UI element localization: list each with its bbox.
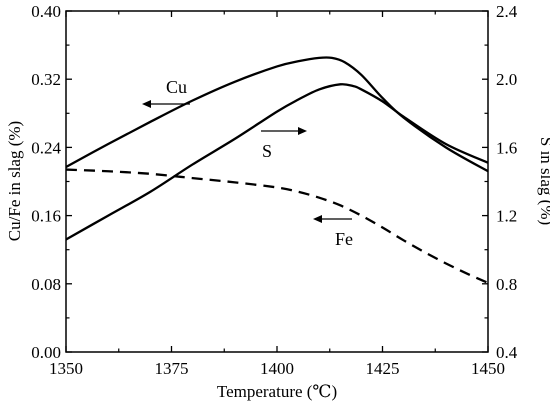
y-right-tick-label: 2.0 [496, 70, 517, 89]
y-right-tick-label: 0.8 [496, 275, 517, 294]
y-right-tick-label: 1.2 [496, 207, 517, 226]
x-tick-label: 1400 [260, 359, 294, 378]
annotation-cu-label: Cu [166, 77, 187, 97]
x-tick-label: 1425 [366, 359, 400, 378]
y-right-axis-title: S in slag (%) [537, 137, 550, 225]
y-left-tick-label: 0.08 [31, 275, 61, 294]
y-left-tick-label: 0.32 [31, 70, 61, 89]
x-axis-title: Temperature (℃) [217, 382, 337, 401]
annotation-cu-arrow-head [142, 100, 151, 108]
y-left-tick-label: 0.40 [31, 2, 61, 21]
x-tick-label: 1350 [49, 359, 83, 378]
y-left-tick-label: 0.16 [31, 207, 61, 226]
tick-layer: 1350 1375 1400 1425 1450 0.00 0.08 0.16 0.24 0.32… [31, 2, 518, 378]
series-line-s [65, 83, 489, 241]
y-left-tick-label: 0.00 [31, 343, 61, 362]
x-tick-label: 1450 [471, 359, 505, 378]
y-right-tick-label: 1.6 [496, 138, 517, 157]
annotation-fe: Fe [313, 215, 353, 249]
y-left-tick-label: 0.24 [31, 138, 61, 157]
annotation-s-label: S [262, 141, 272, 161]
annotation-cu: Cu [142, 77, 190, 108]
annotation-fe-arrow-head [313, 215, 322, 223]
series-line-cu [65, 56, 489, 173]
annotation-s-arrow-head [298, 127, 307, 135]
y-right-tick-label: 0.4 [496, 343, 518, 362]
series-layer [65, 56, 489, 285]
x-tick-label: 1375 [155, 359, 189, 378]
series-line-fe [65, 168, 489, 285]
annotation-fe-label: Fe [335, 229, 353, 249]
y-right-tick-label: 2.4 [496, 2, 518, 21]
y-left-axis-title: Cu/Fe in slag (%) [5, 121, 24, 241]
plot-frame [65, 10, 489, 353]
annotation-s: S [261, 127, 307, 161]
